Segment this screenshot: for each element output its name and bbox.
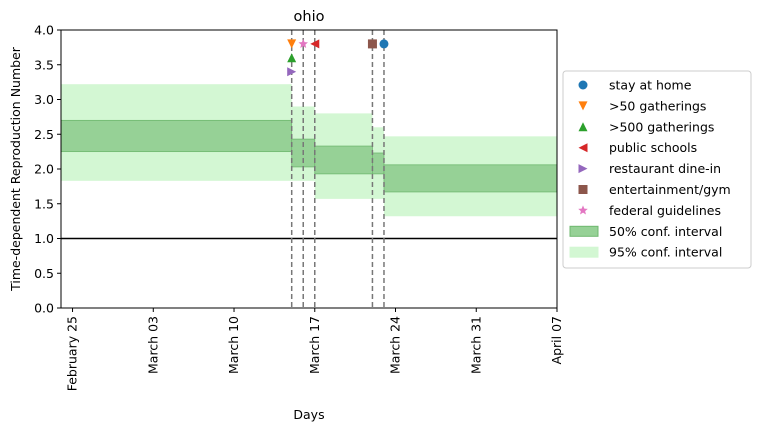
x-axis-label: Days — [293, 407, 324, 422]
y-axis: 0.0 0.5 1.0 1.5 2.0 2.5 3.0 3.5 4.0 — [34, 23, 61, 316]
y-tick-label-4: 2.0 — [34, 162, 54, 177]
marker-50-gatherings — [287, 39, 297, 49]
confidence-bands — [60, 84, 558, 217]
y-tick-label-0: 0.0 — [34, 301, 54, 316]
ci50-band-2 — [314, 145, 373, 175]
legend-swatch-95-conf-interval — [569, 246, 599, 258]
legend-label-restaurant-dine-in: restaurant dine-in — [609, 161, 721, 176]
marker-entertainment-gym — [367, 39, 377, 49]
marker-restaurant-dine-in — [287, 67, 297, 77]
y-tick-label-7: 3.5 — [34, 57, 54, 72]
legend-marker-500-gatherings — [578, 122, 588, 132]
legend: stay at home >50 gatherings >500 gathering… — [562, 70, 752, 269]
marker-500-gatherings — [287, 53, 297, 63]
ci50-band-4 — [383, 164, 558, 193]
marker-federal-guidelines — [298, 38, 308, 48]
marker-stay-at-home — [379, 39, 389, 49]
legend-label-50-gatherings: >50 gatherings — [609, 98, 706, 113]
legend-label-500-gatherings: >500 gatherings — [609, 119, 714, 134]
legend-marker-entertainment-gym — [578, 185, 588, 194]
legend-swatch-50-conf-interval — [569, 225, 599, 237]
legend-marker-stay-at-home — [578, 80, 588, 90]
x-tick-label-1: March 03 — [145, 316, 160, 374]
y-tick-label-2: 1.0 — [34, 231, 54, 246]
y-tick-label-8: 4.0 — [34, 23, 54, 38]
ci50-band-0 — [60, 119, 293, 153]
x-tick-label-2: March 10 — [226, 316, 241, 374]
x-axis: February 25 March 03 March 10 March 17 March… — [65, 308, 564, 391]
y-tick-label-3: 1.5 — [34, 196, 54, 211]
x-tick-label-5: March 31 — [468, 316, 483, 374]
legend-label-95-conf-interval: 95% conf. interval — [609, 245, 722, 260]
legend-label-50-conf-interval: 50% conf. interval — [609, 224, 722, 239]
intervention-markers — [287, 38, 389, 77]
legend-label-entertainment-gym: entertainment/gym — [609, 182, 731, 197]
legend-marker-federal-guidelines — [578, 205, 588, 215]
ci50-band-3 — [372, 152, 385, 175]
intervention-lines — [290, 30, 385, 308]
y-tick-label-5: 2.5 — [34, 127, 54, 142]
y-tick-label-1: 0.5 — [34, 266, 54, 281]
x-tick-label-0: February 25 — [65, 316, 80, 391]
x-tick-label-3: March 17 — [307, 316, 322, 374]
y-axis-label: Time-dependent Reproduction Number — [8, 46, 23, 292]
legend-marker-restaurant-dine-in — [578, 164, 588, 174]
legend-frame — [562, 70, 752, 269]
chart-title: ohio — [294, 9, 325, 25]
legend-label-stay-at-home: stay at home — [609, 78, 692, 93]
x-tick-label-4: March 24 — [388, 316, 403, 374]
legend-marker-public-schools — [578, 143, 588, 153]
marker-public-schools — [310, 39, 320, 49]
legend-marker-50-gatherings — [578, 101, 588, 111]
legend-label-federal-guidelines: federal guidelines — [609, 203, 721, 218]
y-tick-label-6: 3.0 — [34, 92, 54, 107]
x-tick-label-6: April 07 — [549, 316, 564, 364]
legend-label-public-schools: public schools — [609, 140, 697, 155]
